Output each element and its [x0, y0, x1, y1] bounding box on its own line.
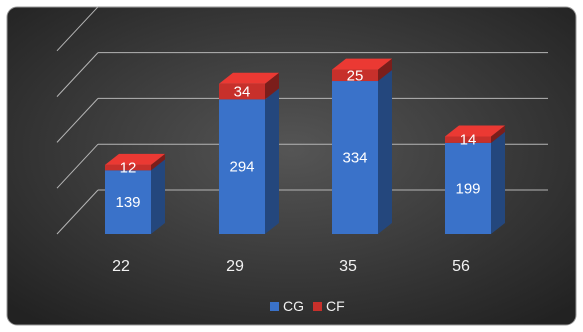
data-label-cf-35: 25	[347, 67, 364, 84]
data-label-cf-56: 14	[460, 132, 477, 149]
bar-side-cg-35	[378, 70, 392, 234]
bar-top-cf-35	[332, 58, 392, 70]
legend: CG CF	[270, 298, 345, 314]
data-label-cg-22: 139	[115, 194, 140, 211]
gridline-wall-100	[56, 143, 99, 189]
bar-side-cf-22	[151, 153, 165, 171]
gridline-wall-400	[56, 6, 99, 52]
legend-item-cf: CF	[313, 298, 345, 314]
category-label-22: 22	[112, 258, 130, 275]
category-axis: 22 29 35 56	[112, 258, 470, 275]
legend-swatch-cg	[270, 302, 279, 311]
gridlines	[56, 6, 548, 235]
legend-label-cg: CG	[283, 298, 304, 314]
bar-side-cf-56	[491, 125, 505, 143]
bar-cf-22	[105, 164, 151, 171]
bar-cf-35	[332, 69, 378, 82]
bar-cf-29	[219, 83, 265, 100]
data-label-cf-29: 34	[234, 84, 251, 101]
gridline-wall-300	[56, 52, 99, 97]
gridline-wall-0	[56, 189, 99, 235]
bar-cg-29	[219, 99, 265, 235]
legend-label-cf: CF	[326, 298, 345, 314]
category-label-56: 56	[452, 258, 470, 275]
bar-cf-56	[445, 136, 491, 143]
bar-top-cf-22	[105, 153, 165, 165]
bar-side-cf-35	[378, 58, 392, 82]
data-label-cf-22: 12	[120, 160, 137, 177]
bar-top-cf-29	[219, 72, 279, 84]
bar-side-cg-29	[265, 88, 279, 235]
data-label-cg-29: 294	[229, 159, 254, 176]
bar-cg-56	[445, 142, 491, 234]
data-label-cg-35: 334	[342, 150, 367, 167]
data-label-cg-56: 199	[455, 180, 480, 197]
gridline-wall-200	[56, 98, 99, 143]
category-label-29: 29	[226, 258, 244, 275]
legend-item-cg: CG	[270, 298, 304, 314]
bar-top-cf-56	[445, 125, 505, 137]
bar-cg-22	[105, 170, 151, 234]
bar-cg-35	[332, 81, 378, 234]
bar-group: 139 12 294 34 334 25 199 14	[105, 58, 505, 235]
bar-side-cg-22	[151, 159, 165, 234]
legend-swatch-cf	[313, 302, 322, 311]
bar-side-cg-56	[491, 131, 505, 234]
bar-side-cf-29	[265, 72, 279, 100]
category-label-35: 35	[339, 258, 357, 275]
